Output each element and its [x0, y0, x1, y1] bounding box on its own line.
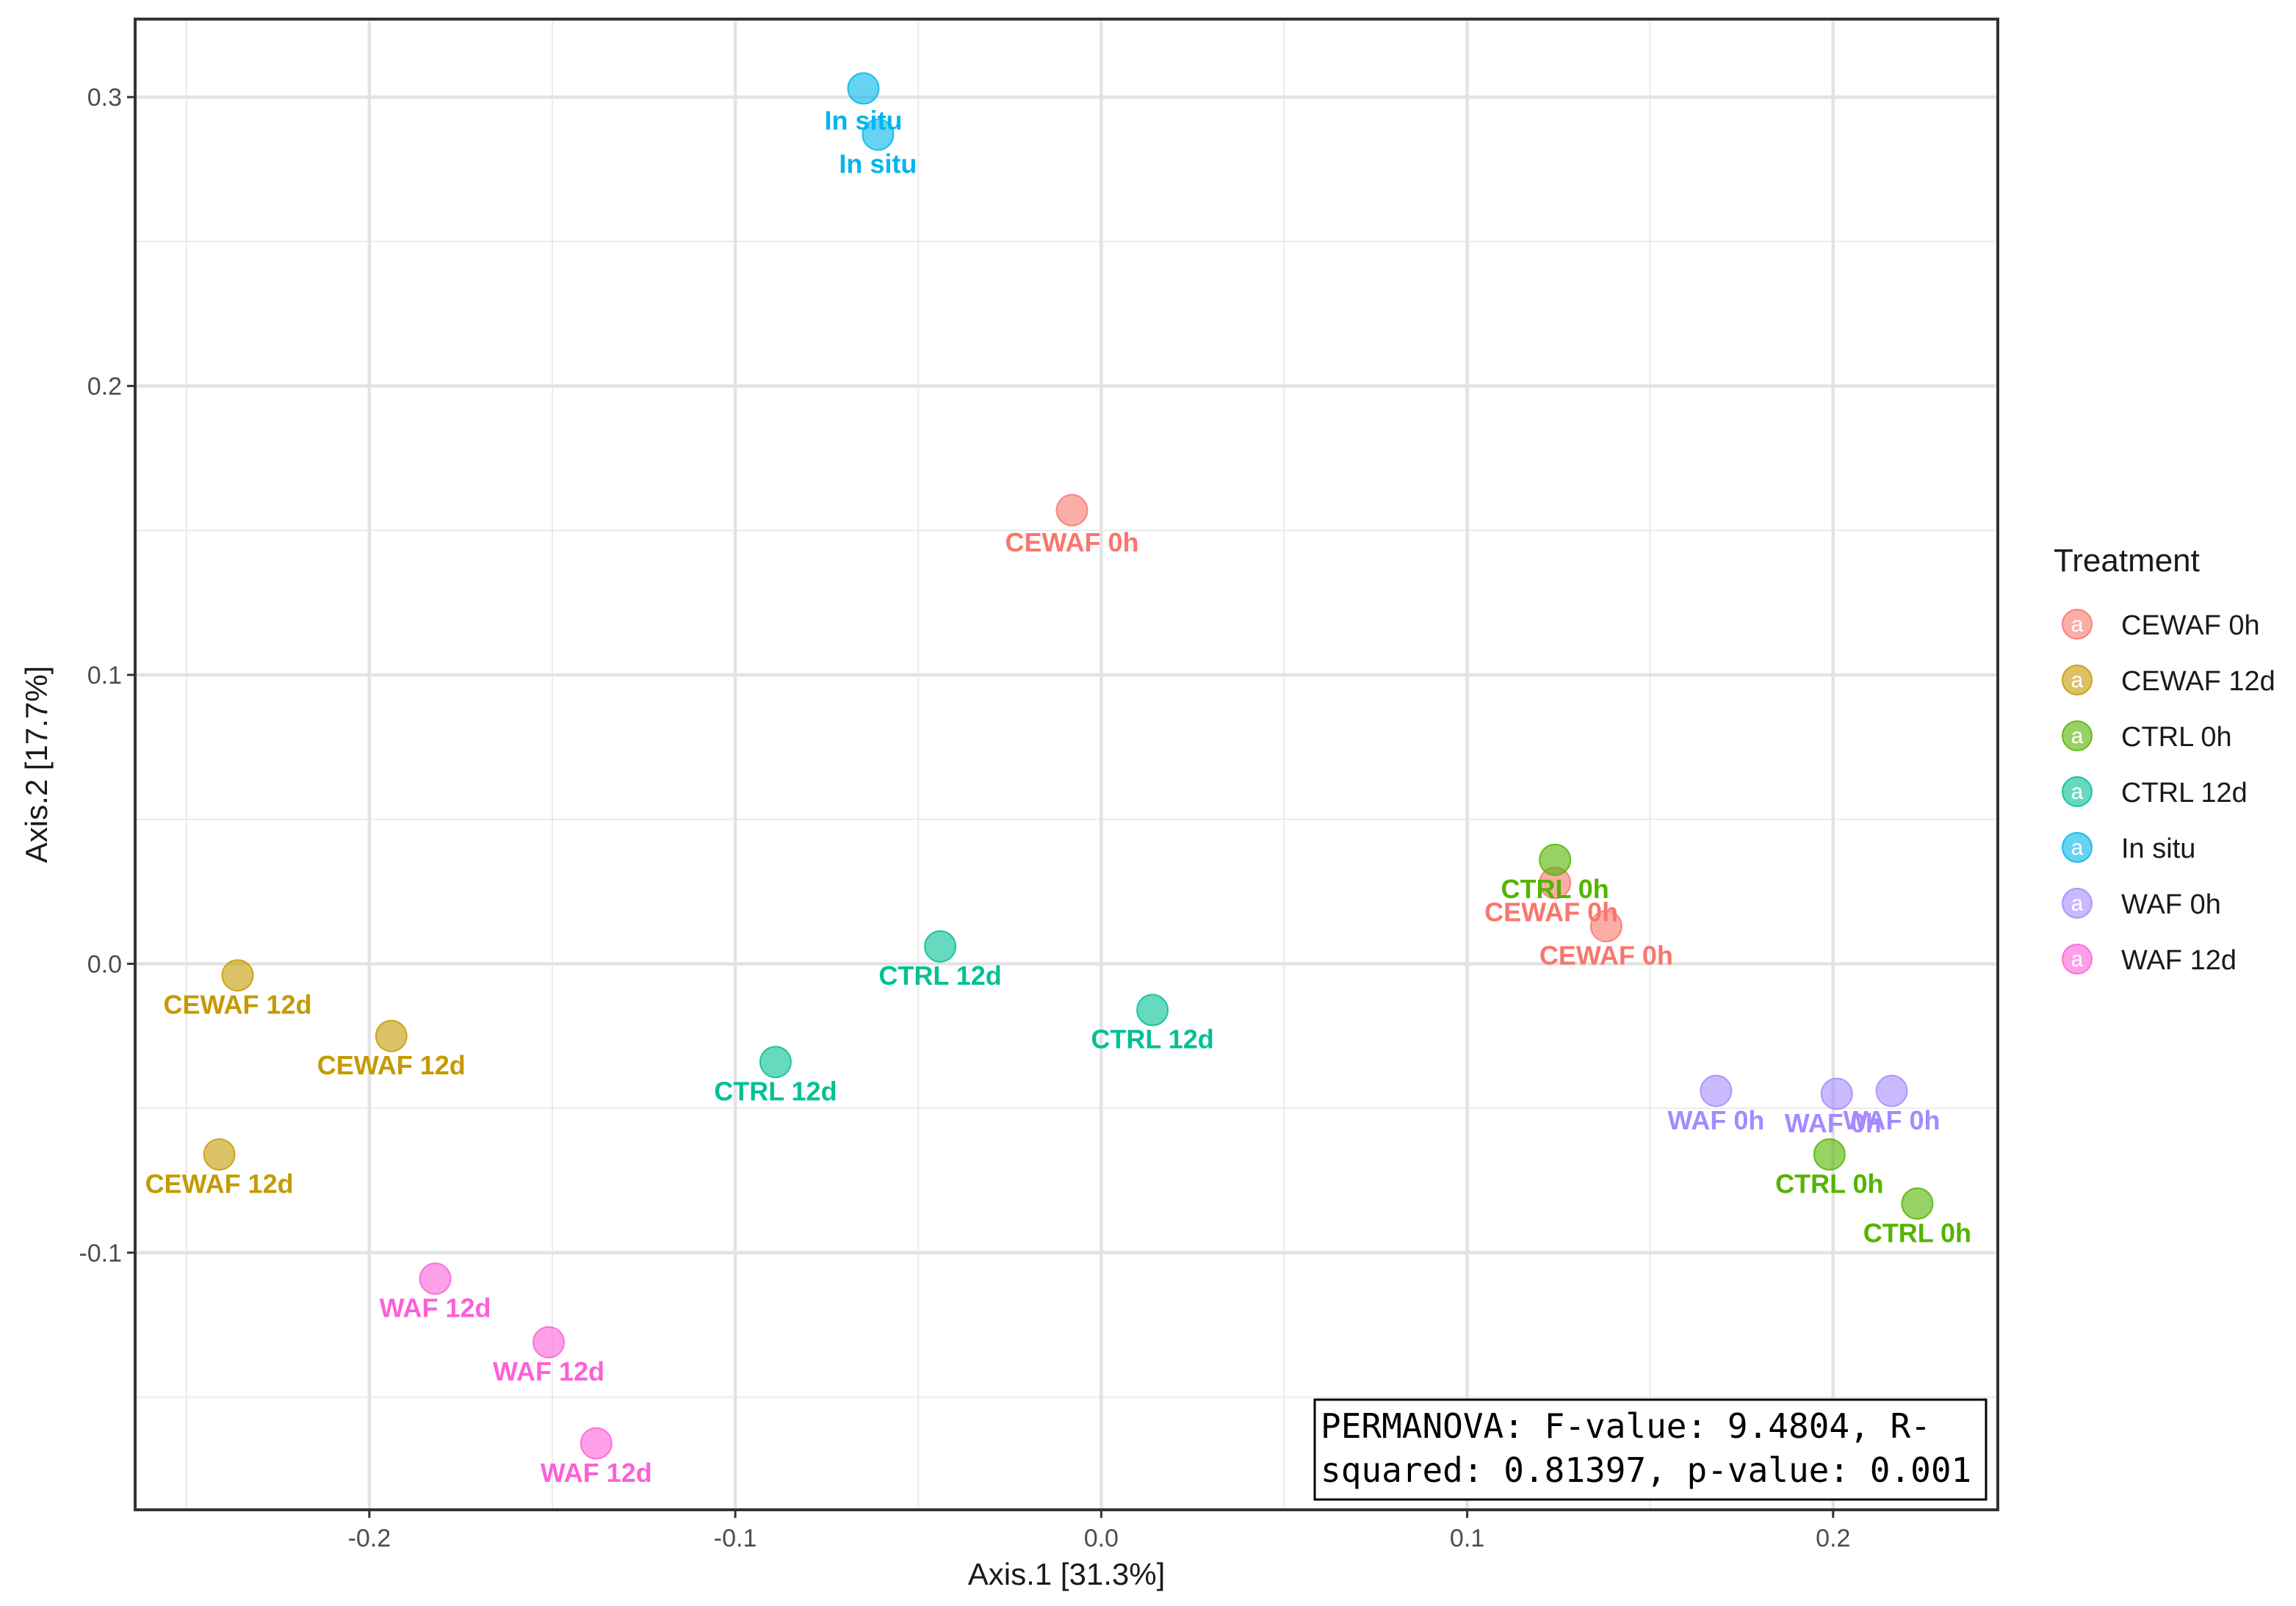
point-label: CTRL 0h — [1501, 874, 1609, 904]
plot-panel-border — [134, 18, 1999, 1511]
data-point — [1700, 1074, 1733, 1107]
legend-key-glyph: a — [2071, 780, 2084, 804]
legend-key-glyph: a — [2071, 668, 2084, 692]
point-label: WAF 12d — [493, 1356, 604, 1386]
data-point — [759, 1046, 792, 1079]
y-tick-label: 0.0 — [87, 950, 122, 978]
legend-item: a WAF 0h — [2062, 888, 2221, 920]
legend-key — [2062, 944, 2093, 974]
legend-key — [2062, 665, 2093, 695]
legend-key — [2062, 832, 2093, 863]
legend-label: WAF 12d — [2121, 945, 2237, 976]
y-axis-title: Axis.2 [17.7%] — [19, 666, 54, 863]
point-label: WAF 0h — [1844, 1105, 1941, 1135]
legend-label: WAF 0h — [2121, 889, 2221, 920]
y-tick-label: -0.1 — [79, 1240, 122, 1267]
x-tick-label: 0.2 — [1816, 1524, 1850, 1552]
legend-key — [2062, 776, 2093, 807]
x-axis-ticks: -0.2 -0.1 0.0 0.1 0.2 — [348, 1510, 1850, 1552]
legend-key-glyph: a — [2071, 724, 2084, 748]
data-point — [924, 930, 957, 963]
y-tick-label: 0.1 — [87, 662, 122, 690]
point-label: WAF 0h — [1667, 1105, 1764, 1135]
point-label: CTRL 0h — [1863, 1218, 1971, 1248]
point-label: CTRL 12d — [714, 1077, 837, 1107]
data-point — [1813, 1138, 1846, 1171]
legend-key — [2062, 720, 2093, 751]
point-label: CTRL 0h — [1775, 1168, 1883, 1198]
point-label: CEWAF 0h — [1539, 941, 1673, 971]
legend-item: a In situ — [2062, 832, 2195, 864]
data-point — [203, 1138, 236, 1171]
legend-label: CTRL 12d — [2121, 778, 2248, 809]
point-label: In situ — [824, 106, 902, 136]
data-point — [1589, 910, 1622, 943]
point-label: CEWAF 0h — [1005, 527, 1138, 557]
annotation-line-2: squared: 0.81397, p-value: 0.001 — [1321, 1450, 1971, 1490]
legend-key-glyph: a — [2071, 836, 2084, 860]
legend-item: a CEWAF 0h — [2062, 609, 2260, 641]
data-point — [1820, 1077, 1853, 1110]
legend-key — [2062, 888, 2093, 919]
legend-item: a CEWAF 12d — [2062, 665, 2275, 697]
y-tick-label: 0.3 — [87, 84, 122, 112]
point-label: CTRL 12d — [1091, 1024, 1213, 1055]
data-point — [419, 1262, 452, 1295]
data-points — [203, 72, 1934, 1460]
data-point — [862, 118, 895, 151]
point-label: CEWAF 12d — [317, 1050, 466, 1080]
legend-label: CTRL 0h — [2121, 722, 2232, 753]
point-label: CEWAF 12d — [145, 1168, 294, 1198]
x-tick-label: 0.1 — [1450, 1524, 1484, 1552]
legend-key-glyph: a — [2071, 612, 2084, 637]
point-label: WAF 0h — [1785, 1108, 1882, 1138]
legend-items: a CEWAF 0h a CEWAF 12d a CTRL 0h a CTRL 12d a In … — [2062, 609, 2275, 976]
x-tick-label: 0.0 — [1084, 1524, 1119, 1552]
annotation-line-1: PERMANOVA: F-value: 9.4804, R- — [1321, 1406, 1931, 1446]
data-point — [1539, 843, 1572, 876]
y-tick-label: 0.2 — [87, 373, 122, 401]
data-point — [580, 1427, 613, 1460]
grid-lines — [135, 19, 1998, 1510]
data-point — [533, 1325, 566, 1359]
data-point — [221, 959, 254, 992]
legend-key — [2062, 609, 2093, 640]
legend-label: CEWAF 0h — [2121, 610, 2260, 641]
legend-item: a CTRL 0h — [2062, 720, 2232, 753]
data-point — [1136, 994, 1169, 1027]
annotation-box: PERMANOVA: F-value: 9.4804, R- squared: … — [1313, 1398, 1988, 1501]
legend-label: CEWAF 12d — [2121, 666, 2275, 697]
legend-key-glyph: a — [2071, 947, 2084, 972]
legend-label: In situ — [2121, 833, 2195, 864]
legend-item: a WAF 12d — [2062, 944, 2237, 976]
point-label: CEWAF 12d — [163, 990, 311, 1020]
x-tick-label: -0.1 — [714, 1524, 757, 1552]
point-label: CTRL 12d — [878, 961, 1001, 991]
annotation-frame — [1313, 1398, 1988, 1501]
y-axis-ticks: -0.1 0.0 0.1 0.2 0.3 — [79, 84, 135, 1267]
legend: Treatment a CEWAF 0h a CEWAF 12d a CTRL 0h a CT… — [2054, 543, 2275, 976]
x-tick-label: -0.2 — [348, 1524, 391, 1552]
point-label: WAF 12d — [541, 1458, 652, 1488]
data-point — [375, 1019, 408, 1052]
data-point — [1875, 1074, 1908, 1107]
x-axis-title: Axis.1 [31.3%] — [968, 1557, 1165, 1591]
point-label: In situ — [839, 149, 917, 179]
point-label: CEWAF 0h — [1484, 897, 1618, 927]
legend-title: Treatment — [2054, 543, 2200, 579]
data-point — [1901, 1187, 1934, 1220]
legend-item: a CTRL 12d — [2062, 776, 2248, 809]
data-point — [1055, 493, 1089, 527]
data-point — [847, 72, 880, 105]
point-label: WAF 12d — [380, 1293, 491, 1323]
legend-key-glyph: a — [2071, 891, 2084, 916]
